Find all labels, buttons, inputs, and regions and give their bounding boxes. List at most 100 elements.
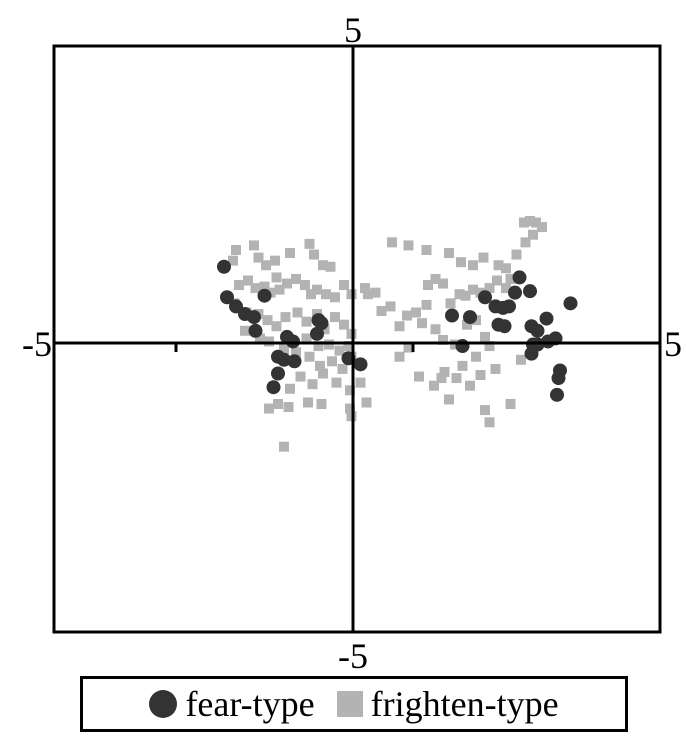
point-frighten-type <box>468 260 478 271</box>
point-frighten-type <box>295 371 306 382</box>
point-frighten-type <box>363 289 373 300</box>
point-frighten-type <box>325 261 336 272</box>
point-frighten-type <box>250 283 261 294</box>
point-frighten-type <box>429 380 439 391</box>
point-fear-type <box>248 323 263 338</box>
point-frighten-type <box>516 354 526 365</box>
point-frighten-type <box>345 385 355 396</box>
point-frighten-type <box>402 310 412 321</box>
point-frighten-type <box>327 356 337 367</box>
point-frighten-type <box>454 289 465 300</box>
point-frighten-type <box>471 351 481 362</box>
point-frighten-type <box>360 283 370 294</box>
point-frighten-type <box>468 284 478 295</box>
point-frighten-type <box>264 403 274 414</box>
point-fear-type <box>257 288 272 303</box>
point-frighten-type <box>376 305 387 316</box>
scatter-chart: 5 -5 -5 5 <box>22 10 682 676</box>
point-frighten-type <box>307 379 318 390</box>
point-fear-type <box>463 310 477 325</box>
point-frighten-type <box>300 280 310 291</box>
point-frighten-type <box>537 222 547 233</box>
point-frighten-type <box>345 403 355 414</box>
point-frighten-type <box>337 363 348 374</box>
point-fear-type <box>539 311 554 326</box>
point-frighten-type <box>316 399 327 409</box>
point-frighten-type <box>234 280 244 291</box>
point-fear-type <box>310 326 324 341</box>
point-fear-type <box>455 339 470 354</box>
point-frighten-type <box>421 299 432 310</box>
point-frighten-type <box>306 289 316 300</box>
point-frighten-type <box>528 229 538 240</box>
point-fear-type <box>445 308 459 323</box>
point-frighten-type <box>385 301 396 312</box>
point-frighten-type <box>387 237 397 248</box>
point-frighten-type <box>423 280 433 291</box>
point-fear-type <box>550 387 564 402</box>
circle-marker-icon <box>149 690 178 718</box>
point-frighten-type <box>259 281 270 292</box>
point-fear-type <box>220 290 234 305</box>
point-frighten-type <box>480 405 490 416</box>
point-frighten-type <box>291 273 301 284</box>
point-fear-type <box>353 357 368 372</box>
y-axis-top-label: 5 <box>344 10 362 50</box>
x-axis-left-label: -5 <box>22 324 52 364</box>
x-axis-right-label: 5 <box>664 324 682 364</box>
point-fear-type <box>478 290 492 305</box>
point-frighten-type <box>456 257 466 268</box>
legend-label-frighten-type: frighten-type <box>370 684 559 724</box>
legend-entry-fear-type: fear-type <box>149 683 315 725</box>
point-frighten-type <box>330 312 340 323</box>
point-frighten-type <box>462 319 472 330</box>
y-axis-bottom-label: -5 <box>338 636 368 676</box>
point-fear-type <box>551 371 566 386</box>
legend: fear-type frighten-type <box>80 676 628 732</box>
point-frighten-type <box>240 325 250 336</box>
point-frighten-type <box>324 339 334 350</box>
point-frighten-type <box>361 397 372 408</box>
point-frighten-type <box>417 318 427 329</box>
point-frighten-type <box>436 373 447 384</box>
point-frighten-type <box>339 280 349 291</box>
point-frighten-type <box>490 363 501 374</box>
point-frighten-type <box>282 278 292 289</box>
point-frighten-type <box>403 342 414 353</box>
point-frighten-type <box>520 237 531 248</box>
point-fear-type <box>512 270 527 285</box>
point-frighten-type <box>228 255 238 266</box>
point-frighten-type <box>301 333 312 344</box>
point-frighten-type <box>411 307 421 318</box>
point-frighten-type <box>445 298 456 309</box>
point-frighten-type <box>318 368 328 379</box>
point-frighten-type <box>279 344 289 355</box>
point-fear-type <box>247 310 261 325</box>
point-frighten-type <box>264 336 274 347</box>
point-fear-type <box>314 316 329 331</box>
point-frighten-type <box>303 397 313 408</box>
point-frighten-type <box>334 345 345 356</box>
point-frighten-type <box>501 263 511 274</box>
point-frighten-type <box>271 272 282 283</box>
point-frighten-type <box>273 399 283 409</box>
point-frighten-type <box>355 377 366 388</box>
point-frighten-type <box>261 260 271 271</box>
point-frighten-type <box>271 321 282 332</box>
point-frighten-type <box>274 284 285 295</box>
point-frighten-type <box>249 240 259 251</box>
point-frighten-type <box>444 248 454 259</box>
point-frighten-type <box>285 383 295 394</box>
point-frighten-type <box>484 341 495 352</box>
point-frighten-type <box>501 283 511 294</box>
point-frighten-type <box>321 289 331 300</box>
point-frighten-type <box>414 371 424 382</box>
point-frighten-type <box>313 341 324 352</box>
point-frighten-type <box>283 402 294 413</box>
point-frighten-type <box>270 255 280 266</box>
point-fear-type <box>508 285 522 300</box>
point-frighten-type <box>465 380 475 391</box>
point-frighten-type <box>331 377 342 388</box>
point-frighten-type <box>450 339 460 350</box>
point-frighten-type <box>394 321 405 332</box>
